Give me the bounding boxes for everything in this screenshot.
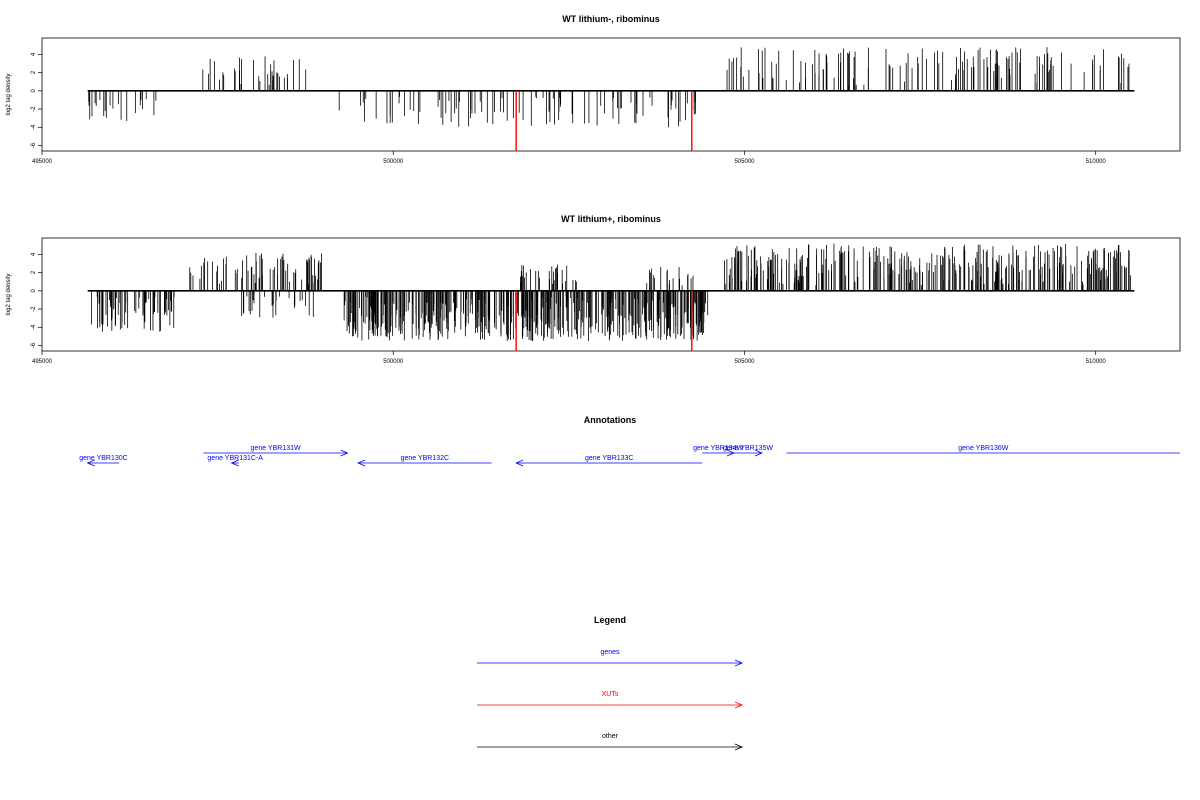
- chart-panel-lithium-plus: WT lithium+, ribominus log2 tag density 4 2…: [6, 214, 1181, 365]
- y-tick-label: -6: [31, 342, 37, 348]
- legend-label: genes: [600, 649, 620, 656]
- legend-panel: Legend genes XUTs other: [477, 615, 744, 751]
- y-axis-label: log2 tag density: [6, 73, 12, 115]
- y-tick-label: 2: [31, 270, 37, 274]
- gene-label: gene YBR130C: [79, 455, 128, 462]
- annotations-title: Annotations: [584, 415, 637, 425]
- gene-label: gene YBR131C-A: [207, 455, 263, 462]
- x-tick-label: 505000: [734, 159, 755, 165]
- y-tick-label: -2: [31, 106, 37, 112]
- gene-label: gene YBR135W: [723, 445, 773, 452]
- arrow-head-icon: [734, 743, 744, 751]
- x-tick-label: 495000: [32, 359, 53, 365]
- x-tick-label: 505000: [734, 359, 755, 365]
- legend-label: other: [602, 733, 619, 740]
- y-tick-label: 4: [31, 52, 37, 56]
- x-tick-label: 500000: [383, 359, 404, 365]
- y-axis-label: log2 tag density: [6, 273, 12, 315]
- legend-title: Legend: [594, 615, 626, 625]
- x-tick-label: 510000: [1086, 359, 1107, 365]
- x-tick-label: 510000: [1086, 159, 1107, 165]
- x-tick-label: 500000: [383, 159, 404, 165]
- arrow-head-icon: [734, 701, 744, 709]
- arrow-head-icon: [86, 459, 95, 467]
- gene-label: gene YBR131W: [251, 445, 301, 452]
- chart-panel-lithium-minus: WT lithium-, ribominus log2 tag density 4 2…: [6, 14, 1181, 165]
- chart-title: WT lithium-, ribominus: [562, 14, 660, 24]
- density-bars: [91, 243, 1131, 341]
- y-tick-label: 0: [31, 289, 37, 293]
- plot-frame: [41, 37, 1181, 152]
- legend-label: XUTs: [602, 691, 619, 698]
- arrow-head-icon: [357, 459, 366, 467]
- gene-label: gene YBR132C: [401, 455, 450, 462]
- gene-label: gene YBR134W: [693, 445, 743, 452]
- arrow-head-icon: [230, 459, 239, 467]
- y-tick-label: -4: [31, 124, 37, 130]
- chart-title: WT lithium+, ribominus: [561, 214, 661, 224]
- y-tick-label: 4: [31, 252, 37, 256]
- arrow-head-icon: [734, 659, 744, 667]
- annotations-panel: Annotations gene YBR130C gene YBR131W gene…: [79, 415, 1180, 467]
- arrow-head-icon: [754, 449, 764, 457]
- gene-label: gene YBR133C: [585, 455, 634, 462]
- y-tick-label: -6: [31, 142, 37, 148]
- plot-frame: [41, 237, 1181, 352]
- density-bars: [88, 47, 1130, 128]
- arrow-head-icon: [340, 449, 349, 457]
- arrow-head-icon: [515, 459, 524, 467]
- y-tick-label: 2: [31, 70, 37, 74]
- y-tick-label: -2: [31, 306, 37, 312]
- gene-label: gene YBR136W: [958, 445, 1008, 452]
- y-tick-label: 0: [31, 89, 37, 93]
- y-tick-label: -4: [31, 324, 37, 330]
- x-tick-label: 495000: [32, 159, 53, 165]
